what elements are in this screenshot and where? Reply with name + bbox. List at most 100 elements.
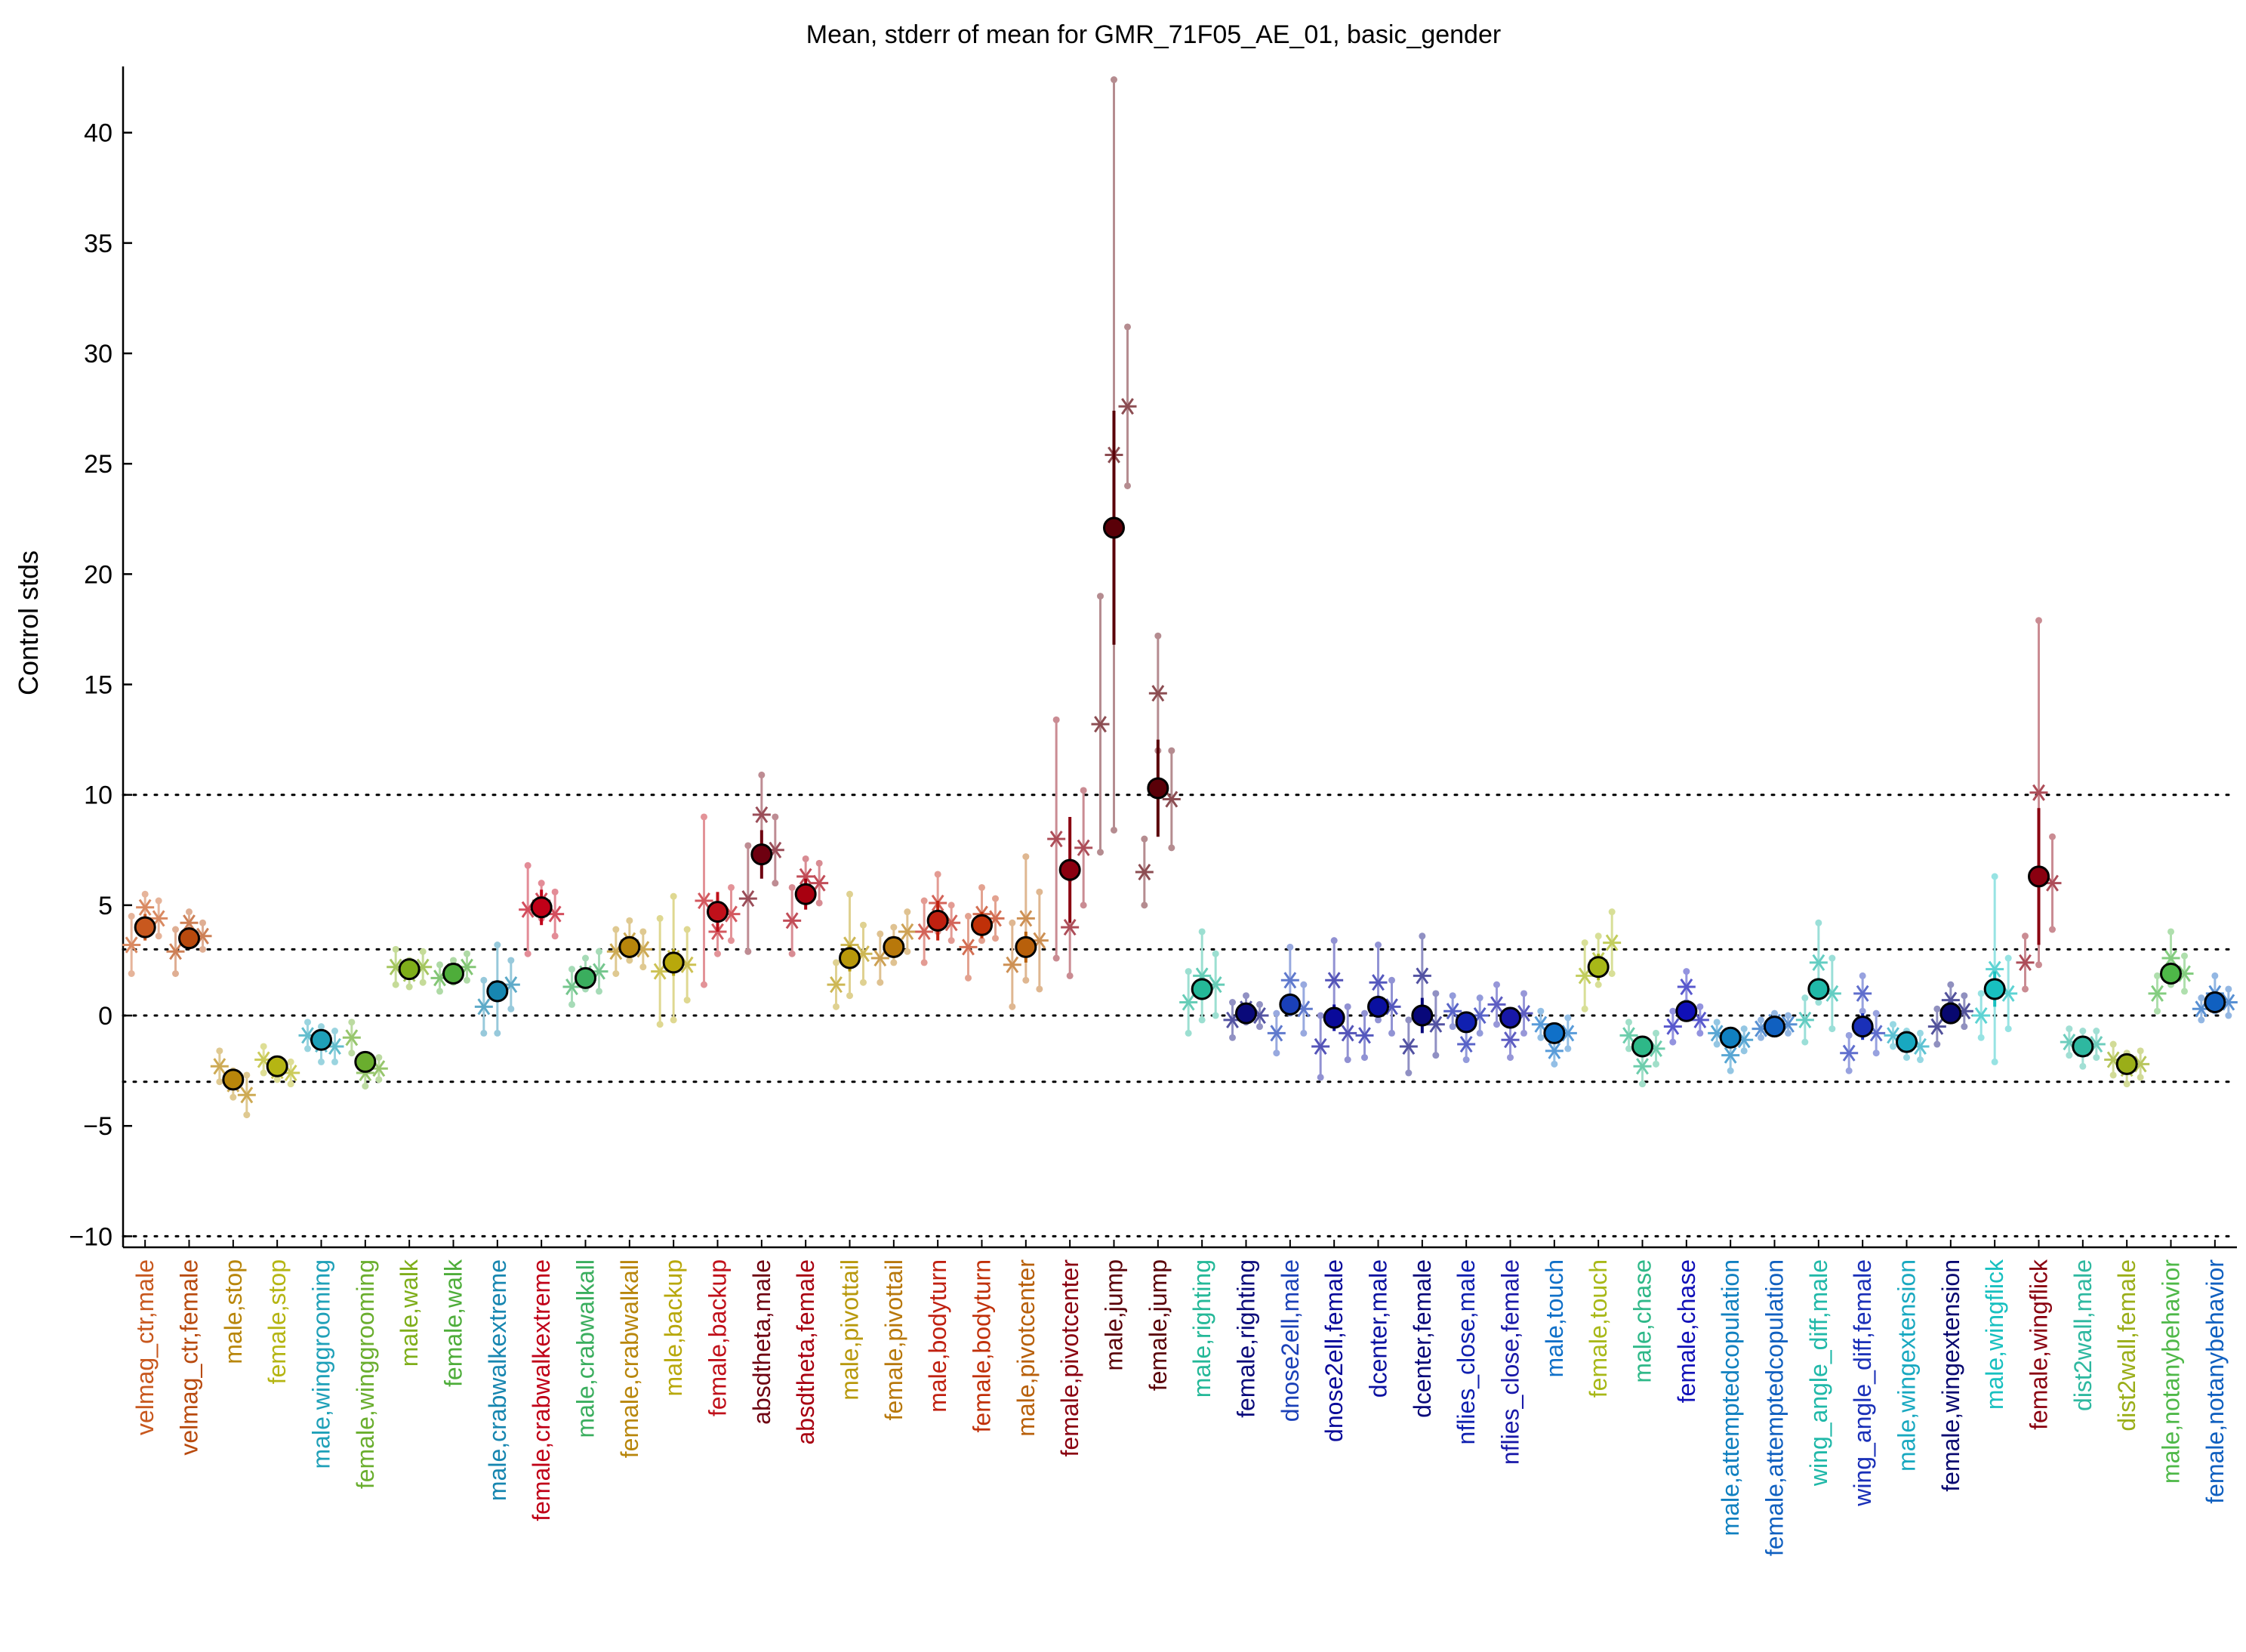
line-errorbar-cap	[1009, 919, 1016, 926]
line-errorbar-cap	[1022, 853, 1030, 861]
mean-marker	[1896, 1031, 1918, 1053]
line-errorbar-cap	[683, 926, 691, 933]
line-mean-marker	[1927, 1018, 1946, 1035]
line-errorbar-cap	[1696, 1029, 1704, 1037]
line-mean-marker	[898, 923, 917, 941]
line-errorbar-cap	[1080, 902, 1087, 909]
line-errorbar-cap	[450, 957, 457, 964]
line-mean-marker	[342, 1029, 361, 1046]
line-errorbar-cap	[155, 897, 162, 905]
x-tick-label: velmag_ctr,male	[131, 1259, 159, 1435]
line-errorbar-cap	[2154, 1007, 2161, 1015]
x-tick-label: male,stop	[220, 1259, 247, 1364]
line-errorbar-cap	[1507, 1054, 1514, 1062]
line-errorbar-cap	[2049, 926, 2056, 933]
line-mean-marker	[1074, 839, 1093, 856]
line-mean-marker	[752, 806, 771, 824]
x-tick-label: dist2wall,female	[2113, 1259, 2140, 1432]
line-mean-marker	[738, 890, 757, 908]
line-errorbar-cap	[2035, 617, 2042, 624]
line-errorbar-cap	[568, 1000, 575, 1008]
line-errorbar-cap	[1829, 1025, 1836, 1033]
line-errorbar-cap	[788, 883, 796, 891]
line-errorbar-cap	[2225, 1012, 2232, 1019]
line-errorbar-cap	[701, 981, 707, 988]
line-mean-marker	[1603, 934, 1622, 951]
line-errorbar-cap	[1493, 1021, 1500, 1028]
mean-marker	[1147, 777, 1169, 800]
line-errorbar-cap	[1036, 888, 1043, 895]
line-errorbar-cap	[1991, 1058, 1998, 1065]
line-errorbar-cap	[287, 1080, 294, 1088]
x-tick-label: male,winggrooming	[308, 1259, 335, 1469]
x-tick-label: male,crabwalkall	[572, 1259, 599, 1438]
mean-marker	[1807, 978, 1830, 1000]
line-errorbar-cap	[1801, 1038, 1809, 1046]
line-mean-marker	[136, 898, 155, 916]
line-mean-marker	[474, 998, 493, 1016]
line-errorbar-cap	[1608, 970, 1616, 978]
line-mean-marker	[1339, 1025, 1357, 1042]
line-errorbar-cap	[846, 890, 853, 898]
line-errorbar-cap	[1185, 1029, 1192, 1037]
line-errorbar-cap	[2093, 1054, 2100, 1062]
mean-marker	[839, 947, 861, 969]
line-errorbar-cap	[1300, 1029, 1308, 1037]
line-errorbar-cap	[405, 983, 413, 991]
line-errorbar-cap	[890, 923, 898, 931]
line-errorbar-cap	[2167, 928, 2174, 935]
line-errorbar-cap	[1890, 1021, 1896, 1028]
line-mean-marker	[1179, 994, 1198, 1011]
line-errorbar-cap	[1009, 1003, 1016, 1010]
line-errorbar-cap	[802, 855, 809, 862]
line-errorbar-cap	[2137, 1074, 2144, 1081]
line-errorbar-cap	[524, 950, 531, 957]
line-errorbar-cap	[172, 970, 179, 978]
line-errorbar-cap	[877, 979, 884, 986]
y-tick-label: 25	[84, 450, 112, 479]
line-errorbar-cap	[1375, 941, 1382, 948]
line-errorbar-cap	[890, 959, 898, 966]
line-errorbar-cap	[1917, 1029, 1924, 1037]
line-errorbar-cap	[2035, 961, 2042, 969]
line-mean-marker	[1633, 1058, 1652, 1075]
mean-marker	[750, 843, 773, 866]
line-errorbar-cap	[1947, 981, 1955, 988]
x-tick-label: male,backup	[660, 1259, 687, 1396]
line-errorbar-cap	[2049, 833, 2056, 840]
line-errorbar-cap	[2198, 994, 2205, 1002]
line-errorbar-cap	[1212, 1012, 1219, 1019]
line-errorbar-cap	[877, 930, 884, 938]
y-tick-label: 5	[98, 892, 112, 920]
x-tick-label: male,notanybehavior	[2158, 1259, 2185, 1484]
line-errorbar-cap	[1961, 992, 1968, 1000]
line-errorbar-cap	[362, 1083, 369, 1090]
line-errorbar-cap	[1449, 1023, 1456, 1031]
line-errorbar-cap	[1625, 1019, 1632, 1026]
line-errorbar-cap	[1388, 1029, 1395, 1037]
line-mean-marker	[959, 938, 978, 956]
line-mean-marker	[1663, 1018, 1682, 1035]
line-mean-marker	[695, 892, 713, 910]
line-errorbar-cap	[494, 941, 501, 948]
y-tick-label: 10	[84, 781, 112, 810]
line-errorbar-cap	[1594, 981, 1602, 988]
mean-marker	[1587, 956, 1610, 979]
y-tick-label: −10	[69, 1222, 112, 1251]
line-mean-marker	[1795, 1011, 1814, 1028]
line-errorbar-cap	[1419, 932, 1426, 940]
line-errorbar-cap	[2004, 954, 2012, 962]
mean-marker	[1631, 1035, 1653, 1058]
line-errorbar-cap	[1829, 954, 1836, 962]
chart-title: Mean, stderr of mean for GMR_71F05_AE_01…	[806, 20, 1501, 49]
line-errorbar-cap	[1080, 787, 1087, 794]
line-errorbar-cap	[1198, 1016, 1206, 1024]
mean-marker	[1411, 1004, 1434, 1027]
line-errorbar-cap	[1740, 1025, 1748, 1033]
line-errorbar-cap	[1052, 954, 1060, 962]
line-errorbar-cap	[860, 979, 867, 986]
mean-marker	[1103, 516, 1125, 539]
line-errorbar-cap	[1608, 908, 1616, 916]
line-errorbar-cap	[728, 883, 735, 891]
line-errorbar-cap	[2181, 988, 2188, 995]
